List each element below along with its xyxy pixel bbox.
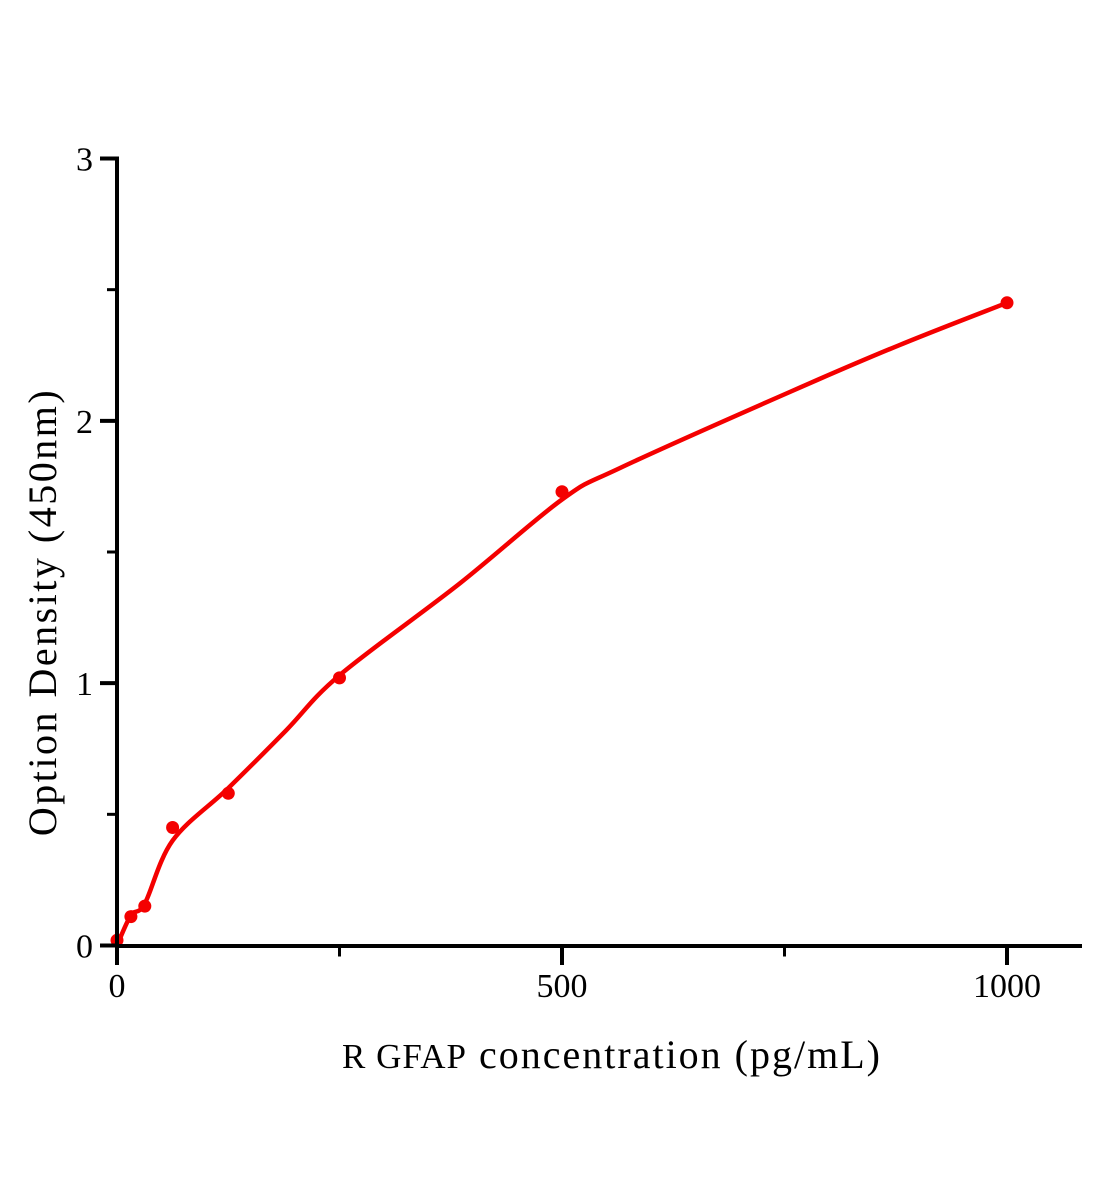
x-tick-label: 0 xyxy=(109,968,126,1005)
x-tick-label: 500 xyxy=(537,968,588,1005)
y-tick-label: 1 xyxy=(76,666,93,703)
y-tick-label: 2 xyxy=(76,404,93,441)
x-axis-tick-labels: 0 500 1000 xyxy=(109,968,1042,1005)
data-point xyxy=(221,786,235,800)
x-axis-title-prefix: R GFAP xyxy=(342,1037,467,1076)
data-point xyxy=(138,899,152,913)
x-axis-title: R GFAP concentration (pg/mL) xyxy=(342,1032,882,1077)
y-tick-label: 0 xyxy=(76,929,93,966)
x-tick-label: 1000 xyxy=(973,968,1041,1005)
y-axis-ticks xyxy=(100,156,117,948)
data-point xyxy=(1000,296,1014,310)
y-axis-tick-labels: 0 1 2 3 xyxy=(76,142,93,966)
y-axis-title: Option Density (450nm) xyxy=(20,388,65,836)
y-tick-label: 3 xyxy=(76,142,93,179)
data-points xyxy=(110,296,1014,947)
x-axis-title-rest: concentration (pg/mL) xyxy=(479,1032,882,1077)
data-point xyxy=(555,485,569,499)
data-point xyxy=(124,910,138,924)
axes xyxy=(100,156,1082,965)
x-axis-ticks xyxy=(115,946,1009,965)
fit-curve-line xyxy=(114,300,1010,948)
data-point xyxy=(333,671,346,685)
data-point xyxy=(166,821,180,834)
